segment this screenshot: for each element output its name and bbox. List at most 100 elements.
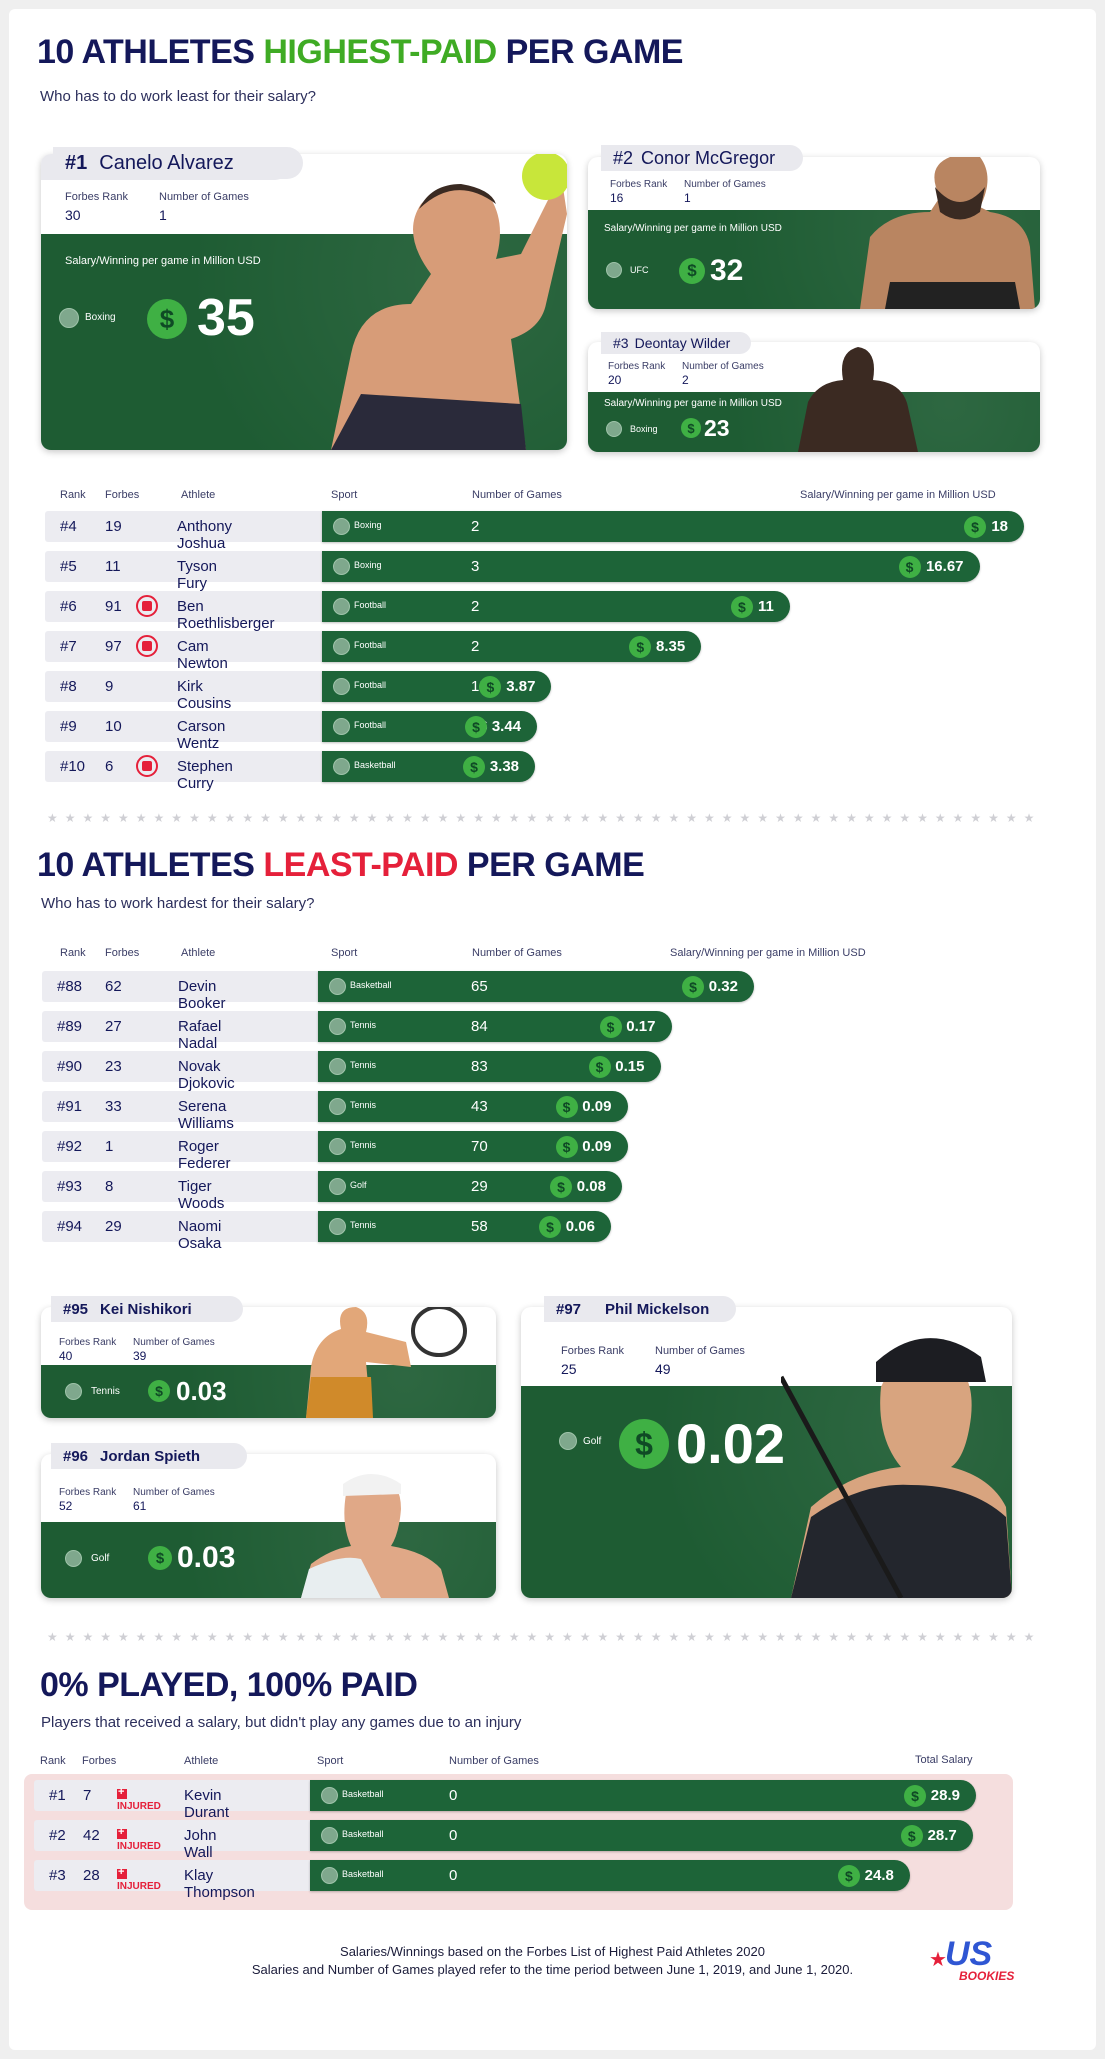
games-value: 1 xyxy=(684,191,691,205)
header-athlete: Athlete xyxy=(181,947,216,959)
sport-label: Boxing xyxy=(354,560,382,570)
athlete-name: Phil Mickelson xyxy=(605,1300,710,1318)
games-label: Number of Games xyxy=(655,1345,745,1357)
boxing-glove-icon xyxy=(59,308,79,328)
injured-label: INJURED xyxy=(117,1841,161,1852)
forbes-rank-value: 30 xyxy=(65,207,81,223)
sport-label: Basketball xyxy=(342,1869,384,1879)
cell-athlete: Stephen Curry xyxy=(177,758,233,792)
athlete-card-95: Forbes Rank 40 Number of Games 39 Tennis… xyxy=(41,1307,496,1418)
tennis-ball-icon xyxy=(329,1098,346,1115)
games-value: 84 xyxy=(471,1018,488,1035)
injury-cross-icon xyxy=(117,1866,127,1879)
header-forbes: Forbes xyxy=(105,947,140,959)
rank-text: #95 xyxy=(63,1300,89,1318)
bar: Tennis 84 0.17 $ xyxy=(318,1011,672,1042)
cell-athlete: Naomi Osaka xyxy=(178,1218,222,1252)
football-icon xyxy=(333,598,350,615)
cell-forbes: 27 xyxy=(105,1018,122,1035)
cell-athlete: Roger Federer xyxy=(178,1138,231,1172)
athlete-name: Kei Nishikori xyxy=(100,1300,192,1318)
rank-text: #97 xyxy=(556,1300,582,1318)
bar: Boxing 2 18 $ xyxy=(322,511,1024,542)
dollar-icon: $ xyxy=(964,516,986,538)
tennis-ball-icon xyxy=(329,1218,346,1235)
dollar-icon: $ xyxy=(550,1176,572,1198)
cell-forbes: 9 xyxy=(105,678,114,695)
sport-label: Football xyxy=(354,640,387,650)
row-background xyxy=(34,1820,314,1851)
forbes-rank-label: Forbes Rank xyxy=(59,1337,117,1348)
sport-label: Tennis xyxy=(350,1140,377,1150)
header-rank: Rank xyxy=(40,1755,66,1767)
football-icon xyxy=(333,718,350,735)
sport-label: Basketball xyxy=(354,760,396,770)
sport-label: Football xyxy=(354,720,387,730)
value-label: 0.06 xyxy=(565,1218,595,1235)
header-sport: Sport xyxy=(317,1755,344,1767)
cell-rank: #6 xyxy=(60,598,77,615)
games-value: 83 xyxy=(471,1058,488,1075)
games-value: 2 xyxy=(471,598,480,615)
dollar-icon: $ xyxy=(148,1546,172,1570)
title-part: 10 ATHLETES xyxy=(37,846,264,884)
athlete-name: Deontay Wilder xyxy=(634,335,731,351)
header-sport: Sport xyxy=(331,489,358,501)
cell-rank: #7 xyxy=(60,638,77,655)
header-salary: Salary/Winning per game in Million USD xyxy=(800,489,996,501)
bar: Football163.44$ xyxy=(322,711,538,742)
bar: Football 2 8.35 $ xyxy=(322,631,702,662)
dollar-icon: $ xyxy=(679,258,705,284)
athlete-card-3: Forbes Rank 20 Number of Games 2 Salary/… xyxy=(588,342,1040,452)
sport-label: Basketball xyxy=(342,1829,384,1839)
injury-cross-icon xyxy=(117,1786,127,1799)
sport-label: Boxing xyxy=(85,312,116,323)
value-label: 11 xyxy=(758,598,774,615)
section1-subtitle: Who has to do work least for their salar… xyxy=(40,88,316,105)
section1-title: 10 ATHLETES HIGHEST-PAID PER GAME xyxy=(37,33,683,72)
section2-subtitle: Who has to work hardest for their salary… xyxy=(41,895,315,912)
dollar-icon: $ xyxy=(588,1056,611,1078)
bar: Tennis 83 0.15 $ xyxy=(318,1051,661,1082)
value-label: 0.09 xyxy=(582,1138,612,1155)
sport-label: Golf xyxy=(91,1553,110,1564)
sport-label: Tennis xyxy=(350,1020,377,1030)
sport-label: Tennis xyxy=(91,1386,120,1397)
header-games: Number of Games xyxy=(472,489,562,501)
salary-value: 23 xyxy=(704,415,730,441)
row-background xyxy=(45,711,325,742)
cell-athlete: Novak Djokovic xyxy=(178,1058,235,1092)
games-value: 2 xyxy=(471,638,480,655)
salary-label: Salary/Winning per game in Million USD xyxy=(604,223,782,234)
row-background xyxy=(45,671,325,702)
title-part: PER GAME xyxy=(457,846,645,884)
bar: Boxing 3 16.67 $ xyxy=(322,551,980,582)
basketball-icon xyxy=(321,1787,338,1804)
cell-forbes: 91 xyxy=(105,598,122,615)
cell-athlete: Serena Williams xyxy=(178,1098,234,1132)
games-value: 0 xyxy=(449,1827,458,1844)
injury-cross-icon xyxy=(117,1826,127,1839)
row-background xyxy=(45,631,325,662)
athlete-photo xyxy=(301,1474,449,1598)
cell-athlete: Anthony Joshua xyxy=(177,518,233,552)
games-value: 43 xyxy=(471,1098,488,1115)
basketball-icon xyxy=(321,1867,338,1884)
title-highlight: HIGHEST-PAID xyxy=(263,33,497,71)
athlete-photo xyxy=(860,157,1035,309)
cell-athlete: Kevin Durant xyxy=(184,1787,230,1821)
section3-title: 0% PLAYED, 100% PAID xyxy=(40,1666,418,1704)
header-athlete: Athlete xyxy=(181,489,216,501)
cell-athlete: Kirk Cousins xyxy=(177,678,232,712)
cell-forbes: 23 xyxy=(105,1058,122,1075)
football-icon xyxy=(333,638,350,655)
cell-forbes: 62 xyxy=(105,978,122,995)
cell-rank: #2 xyxy=(49,1827,66,1844)
value-label: 28.9 xyxy=(930,1787,960,1804)
injured-badge: INJURED xyxy=(117,1826,161,1852)
rank-name-pill-3: #3 Deontay Wilder xyxy=(601,332,751,354)
forbes-rank-value: 40 xyxy=(59,1349,73,1363)
basketball-icon xyxy=(321,1827,338,1844)
cell-rank: #92 xyxy=(57,1138,83,1155)
dollar-icon: $ xyxy=(148,1380,170,1402)
